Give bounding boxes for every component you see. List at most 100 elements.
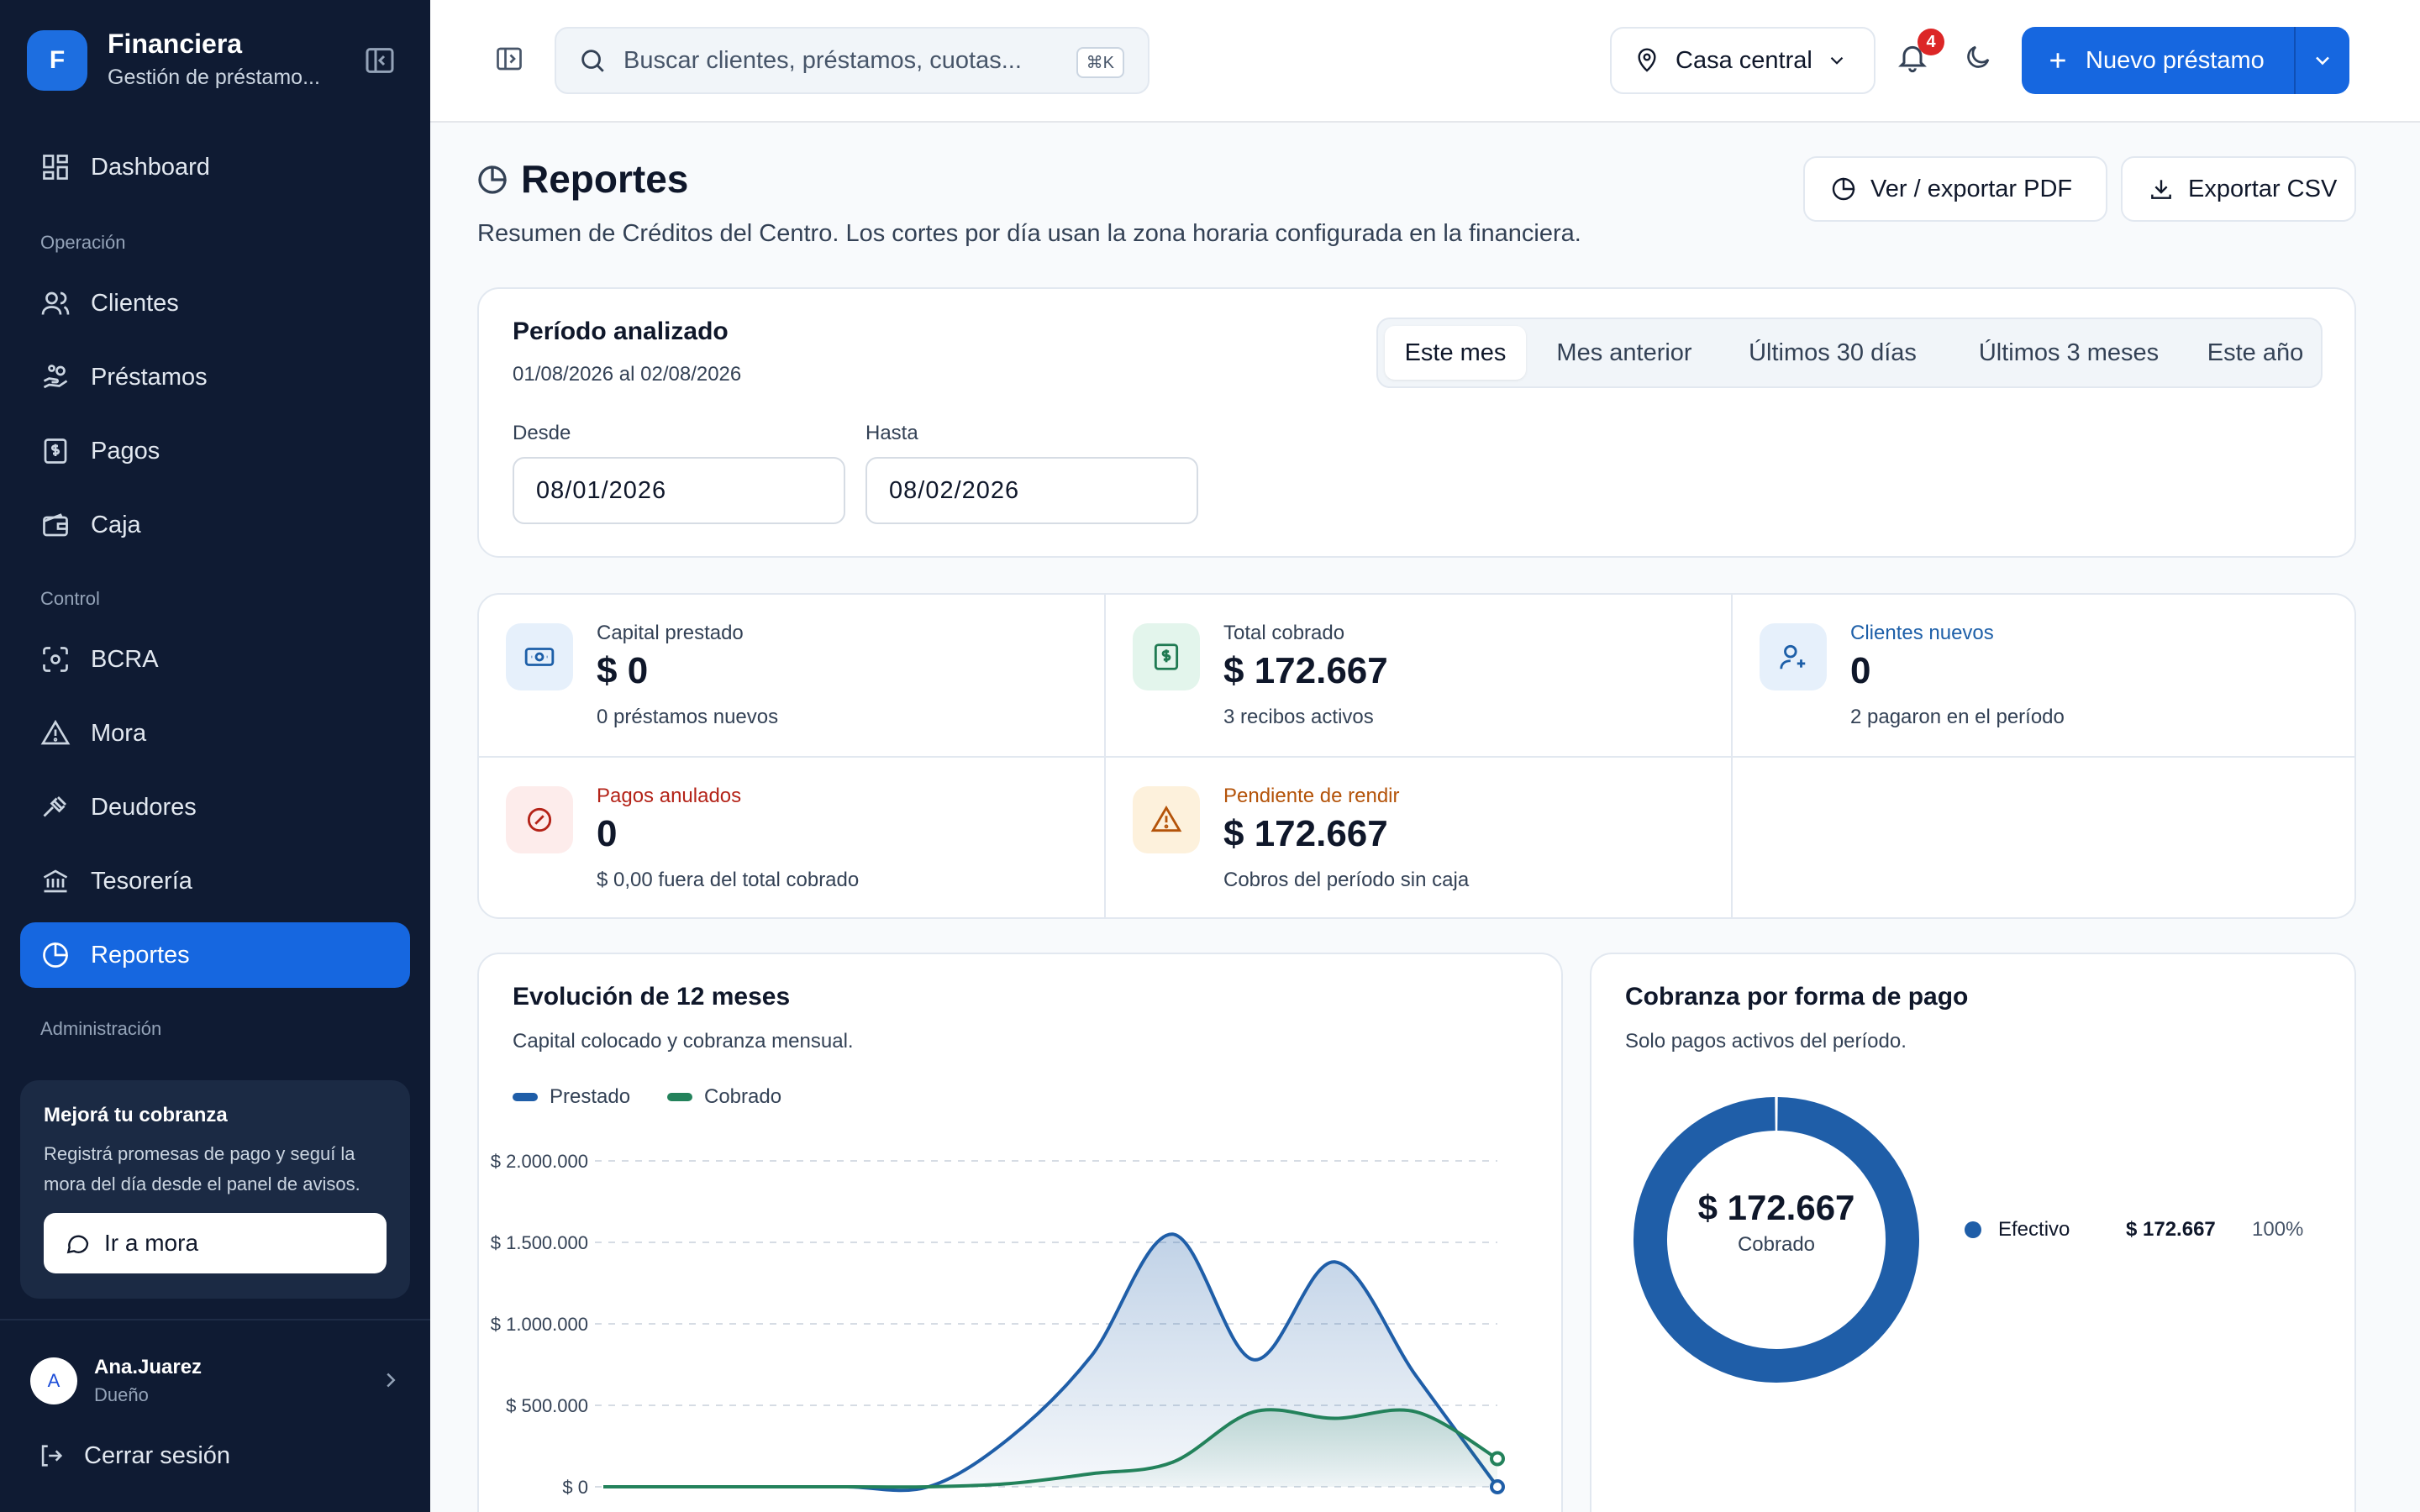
logout-label: Cerrar sesión	[84, 1441, 231, 1469]
sidebar-item-clientes[interactable]: Clientes	[20, 270, 410, 336]
legend-label: Prestado	[550, 1085, 631, 1108]
stat-icon-box	[1760, 623, 1827, 690]
payment-donut-chart	[1634, 1097, 1919, 1383]
logout-button[interactable]: Cerrar sesión	[37, 1441, 230, 1470]
sidebar-item-label: Caja	[91, 511, 141, 538]
sidebar-item-tesoreria[interactable]: Tesorería	[20, 848, 410, 914]
split-divider	[2294, 27, 2296, 94]
avatar: A	[30, 1357, 77, 1404]
brand-name: Financiera	[108, 29, 243, 59]
sidebar-item-mora[interactable]: Mora	[20, 701, 410, 766]
notifications-badge: 4	[1918, 29, 1944, 55]
download-icon	[2151, 180, 2171, 199]
export-csv-button[interactable]: Exportar CSV	[2121, 156, 2356, 222]
legend-prestado: Prestado	[513, 1085, 630, 1109]
nav-section-administracion: Administración	[40, 1018, 162, 1039]
nav-section-control: Control	[40, 588, 100, 609]
receipt-icon	[44, 438, 67, 464]
stat-note: 0 préstamos nuevos	[597, 706, 779, 728]
promo-title: Mejorá tu cobranza	[44, 1104, 228, 1126]
brand-subtitle: Gestión de préstamo...	[108, 66, 320, 89]
sidebar-item-label: Mora	[91, 719, 147, 747]
evolution-chart: $ 2.000.000 $ 1.500.000 $ 1.000.000 $ 500.0…	[491, 1151, 1505, 1498]
donut-legend-percent: 100%	[2252, 1218, 2304, 1241]
sidebar-item-dashboard[interactable]: Dashboard	[20, 134, 410, 200]
panel-toggle-icon[interactable]	[494, 44, 524, 74]
branch-selector[interactable]: Casa central	[1610, 27, 1876, 94]
bell-icon[interactable]	[1896, 40, 1929, 74]
pie-chart-icon	[478, 165, 507, 194]
evolution-chart-card: Evolución de 12 meses Capital colocado y…	[477, 953, 1563, 1512]
tab-ultimos-30-dias[interactable]: Últimos 30 días	[1749, 339, 1917, 366]
legend-cobrado: Cobrado	[667, 1085, 781, 1109]
new-loan-label: Nuevo préstamo	[2086, 46, 2265, 74]
stat-note: 2 pagaron en el período	[1850, 706, 2065, 728]
go-to-mora-button[interactable]: Ir a mora	[44, 1213, 387, 1273]
tab-mes-anterior[interactable]: Mes anterior	[1556, 339, 1692, 366]
stats-card: Capital prestado $ 0 0 préstamos nuevos …	[477, 593, 2356, 919]
donut-legend-row: Efectivo $ 172.667 100%	[1965, 1218, 2303, 1242]
chevron-down-icon	[2316, 56, 2329, 66]
donut-legend-amount: $ 172.667	[2126, 1218, 2216, 1241]
y-tick-label: $ 0	[562, 1477, 588, 1498]
tab-este-mes[interactable]: Este mes	[1385, 326, 1526, 380]
user-menu[interactable]: A Ana.Juarez Dueño	[27, 1352, 403, 1411]
pie-chart-icon	[43, 942, 68, 968]
stat-icon-box	[1133, 623, 1200, 690]
new-loan-button[interactable]: Nuevo préstamo	[2022, 27, 2294, 94]
stat-icon-box	[506, 623, 573, 690]
hand-coins-icon	[43, 365, 68, 389]
search-box[interactable]: ⌘K	[555, 27, 1150, 94]
moon-icon[interactable]	[1963, 42, 1993, 72]
nav-section-operacion: Operación	[40, 232, 126, 253]
pie-chart-icon	[1832, 177, 1855, 201]
banknote-icon	[524, 648, 555, 666]
ban-icon	[527, 807, 552, 832]
sidebar-item-reportes[interactable]: Reportes	[20, 922, 410, 988]
stat-label: Pagos anulados	[597, 785, 742, 807]
plus-icon	[2050, 53, 2065, 68]
sidebar-item-pagos[interactable]: Pagos	[20, 418, 410, 484]
user-role: Dueño	[94, 1384, 149, 1405]
new-loan-split-button: Nuevo préstamo	[2022, 27, 2349, 94]
map-pin-icon	[1638, 48, 1656, 72]
search-input[interactable]	[623, 46, 1060, 75]
series-point-cobrado[interactable]	[1490, 1451, 1505, 1467]
to-date-input[interactable]: 08/02/2026	[865, 457, 1198, 524]
tab-ultimos-3-meses[interactable]: Últimos 3 meses	[1978, 339, 2160, 366]
sidebar-collapse-icon[interactable]	[363, 44, 397, 77]
legend-label: Cobrado	[704, 1085, 782, 1108]
period-title: Período analizado	[513, 318, 729, 345]
export-pdf-button[interactable]: Ver / exportar PDF	[1803, 156, 2107, 222]
donut-legend-dot	[1965, 1221, 1981, 1238]
sidebar-item-caja[interactable]: Caja	[20, 492, 410, 558]
sidebar-item-label: Préstamos	[91, 363, 208, 391]
users-icon	[41, 291, 70, 315]
sidebar-item-prestamos[interactable]: Préstamos	[20, 344, 410, 410]
export-pdf-label: Ver / exportar PDF	[1870, 175, 2073, 202]
from-date-input[interactable]: 08/01/2026	[513, 457, 845, 524]
tab-este-ano[interactable]: Este año	[2207, 339, 2304, 366]
series-line-cobrado	[603, 1408, 1499, 1489]
stat-label: Capital prestado	[597, 622, 744, 644]
legend-swatch	[513, 1093, 538, 1101]
donut-slice-efectivo[interactable]	[1634, 1097, 1919, 1383]
payment-method-title: Cobranza por forma de pago	[1625, 983, 1969, 1011]
sidebar-item-bcra[interactable]: BCRA	[20, 627, 410, 692]
dashboard-icon	[43, 155, 68, 180]
stat-value: $ 172.667	[1223, 650, 1388, 691]
sidebar-item-label: Dashboard	[91, 153, 210, 181]
sidebar-item-deudores[interactable]: Deudores	[20, 774, 410, 840]
sidebar-item-label: Reportes	[91, 941, 190, 969]
user-name: Ana.Juarez	[94, 1356, 203, 1378]
from-label: Desde	[513, 422, 571, 444]
period-tabs: Este mes Mes anterior Últimos 30 días Úl…	[1376, 318, 2323, 388]
stat-pagos-anulados: Pagos anulados 0 $ 0,00 fuera del total …	[479, 758, 1104, 919]
stat-value: 0	[597, 813, 618, 854]
stat-note: $ 0,00 fuera del total cobrado	[597, 869, 860, 891]
brand-logo: F	[27, 30, 87, 91]
new-loan-menu-button[interactable]	[2296, 49, 2349, 72]
period-range: 01/08/2026 al 02/08/2026	[513, 363, 742, 386]
series-area-cobrado	[603, 1410, 1497, 1488]
user-plus-icon	[1780, 644, 1806, 669]
